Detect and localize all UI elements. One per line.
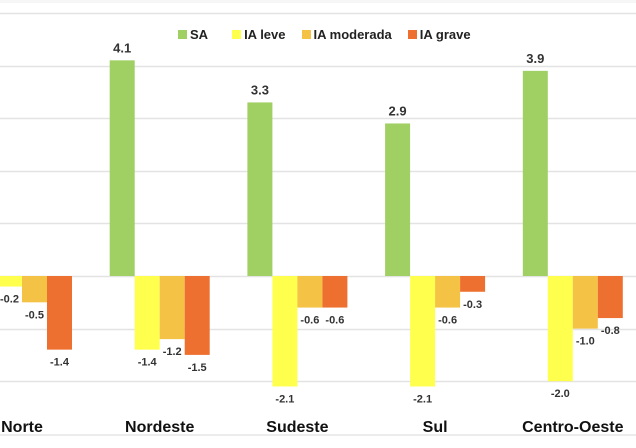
legend-label-ia-grave: IA grave [419, 27, 471, 42]
bar-ia-moderada [435, 276, 461, 308]
legend-label-ia-moderada: IA moderada [313, 27, 392, 42]
legend-swatch-ia-leve [232, 30, 242, 39]
data-label-sa: 3.3 [251, 82, 269, 97]
bar-ia-grave [322, 276, 348, 308]
top-band [0, 0, 636, 3]
data-label-ia-grave: -0.3 [463, 299, 482, 311]
data-label-ia-moderada: -1.2 [163, 346, 182, 358]
bar-ia-leve [272, 276, 298, 387]
bar-ia-moderada [572, 276, 598, 329]
legend-item-ia-leve: IA leve [232, 27, 286, 42]
bar-sa [385, 123, 411, 277]
data-label-sa: 3.9 [526, 51, 544, 66]
data-label-ia-grave: -0.8 [601, 325, 620, 337]
category-label: Norte [1, 419, 43, 436]
data-label-ia-leve: -2.1 [413, 393, 432, 405]
data-label-sa: 2.9 [389, 103, 407, 118]
bar-ia-leve [0, 276, 22, 287]
legend-swatch-ia-moderada [301, 30, 311, 39]
data-labels: -0.2 -0.5 -1.4 4.1 -1.4 -1.2 -1.5 3.3 -2.1 -0.6 -0… [0, 40, 620, 405]
data-label-sa: 4.1 [113, 40, 131, 55]
bar-sa [522, 70, 548, 276]
data-label-ia-moderada: -1.0 [576, 336, 595, 348]
bar-sa [247, 102, 273, 276]
data-label-ia-grave: -1.5 [188, 362, 207, 374]
legend-swatch-sa [178, 30, 187, 39]
legend-item-ia-grave: IA grave [407, 27, 471, 42]
bar-ia-grave [460, 276, 486, 292]
bar-ia-grave [184, 276, 210, 355]
bar-ia-moderada [297, 276, 323, 308]
category-label: Sudeste [266, 419, 328, 436]
legend-swatch-ia-grave [407, 30, 417, 39]
legend-item-ia-moderada: IA moderada [301, 27, 392, 42]
bar-ia-grave [597, 276, 623, 319]
bars [0, 60, 623, 387]
category-label: Centro-Oeste [522, 419, 623, 436]
legend: SA IA leve IA moderada IA grave [178, 27, 487, 42]
bar-ia-leve [134, 276, 160, 350]
data-label-ia-grave: -1.4 [50, 357, 70, 369]
data-label-ia-leve: -0.2 [0, 294, 19, 306]
legend-item-sa: SA [178, 27, 208, 42]
bottom-border [0, 434, 636, 448]
bar-sa [109, 60, 135, 277]
data-label-ia-leve: -2.0 [551, 388, 570, 400]
bar-ia-grave [47, 276, 72, 350]
data-label-ia-leve: -1.4 [138, 357, 158, 369]
category-label: Sul [423, 419, 448, 436]
bar-ia-moderada [22, 276, 47, 303]
category-label: Nordeste [125, 419, 194, 436]
data-label-ia-moderada: -0.6 [438, 315, 457, 327]
legend-label-sa: SA [190, 27, 209, 42]
data-label-ia-leve: -2.1 [275, 393, 294, 405]
bar-ia-moderada [159, 276, 185, 340]
category-labels: Norte Nordeste Sudeste Sul Centro-Oeste [1, 419, 623, 436]
data-label-ia-moderada: -0.6 [300, 315, 319, 327]
bar-ia-leve [410, 276, 436, 387]
legend-label-ia-leve: IA leve [244, 27, 286, 42]
bar-ia-leve [547, 276, 573, 382]
data-label-ia-moderada: -0.5 [25, 309, 44, 321]
data-label-ia-grave: -0.6 [325, 315, 344, 327]
